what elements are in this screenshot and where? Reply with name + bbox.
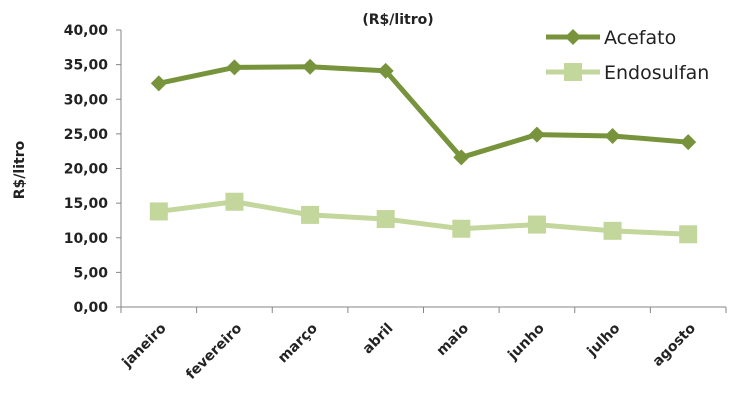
data-point-acefato	[453, 149, 470, 166]
data-point-acefato	[377, 62, 394, 79]
data-point-endosulfan	[603, 221, 622, 240]
y-tick-label: 25,00	[64, 127, 109, 143]
data-point-endosulfan	[376, 210, 395, 229]
data-point-acefato	[604, 127, 621, 144]
x-tick-label: maio	[434, 320, 473, 359]
data-point-acefato	[150, 75, 167, 92]
data-point-acefato	[302, 58, 319, 75]
data-point-endosulfan	[225, 192, 244, 211]
data-point-endosulfan	[452, 219, 471, 238]
x-tick-label: agosto	[650, 320, 700, 370]
x-tick-label: março	[275, 320, 321, 366]
y-tick-label: 10,00	[64, 231, 109, 247]
x-tick-label: abril	[360, 321, 397, 358]
x-tick-label: janeiro	[119, 320, 170, 371]
data-point-endosulfan	[527, 215, 546, 234]
series-line-endosulfan	[158, 199, 689, 237]
y-tick-label: 35,00	[64, 58, 109, 74]
legend-label: Acefato	[604, 27, 676, 49]
x-tick-label: fevereiro	[183, 320, 245, 382]
y-tick-label: 5,00	[73, 265, 108, 281]
y-tick-label: 30,00	[64, 92, 109, 108]
legend-marker-acefato	[565, 29, 581, 45]
data-point-acefato	[680, 134, 697, 151]
y-tick-label: 40,00	[64, 23, 109, 39]
series-layer	[149, 58, 698, 244]
legend-marker-endosulfan	[564, 63, 582, 81]
chart-subtitle: (R$/litro)	[362, 12, 433, 28]
y-axis-title: R$/litro	[12, 140, 28, 199]
data-point-endosulfan	[149, 202, 168, 221]
x-tick-label: julho	[584, 320, 624, 360]
y-tick-label: 0,00	[73, 300, 108, 316]
data-point-endosulfan	[679, 225, 698, 244]
x-tick-label: junho	[504, 320, 548, 364]
y-tick-label: 20,00	[64, 162, 109, 178]
data-point-endosulfan	[301, 205, 320, 224]
data-point-acefato	[528, 126, 545, 143]
legend: Acefato Endosulfan	[546, 27, 709, 84]
y-tick-label: 15,00	[64, 196, 109, 212]
legend-label: Endosulfan	[604, 62, 709, 84]
data-point-acefato	[226, 59, 243, 76]
series-line-acefato	[158, 64, 689, 160]
